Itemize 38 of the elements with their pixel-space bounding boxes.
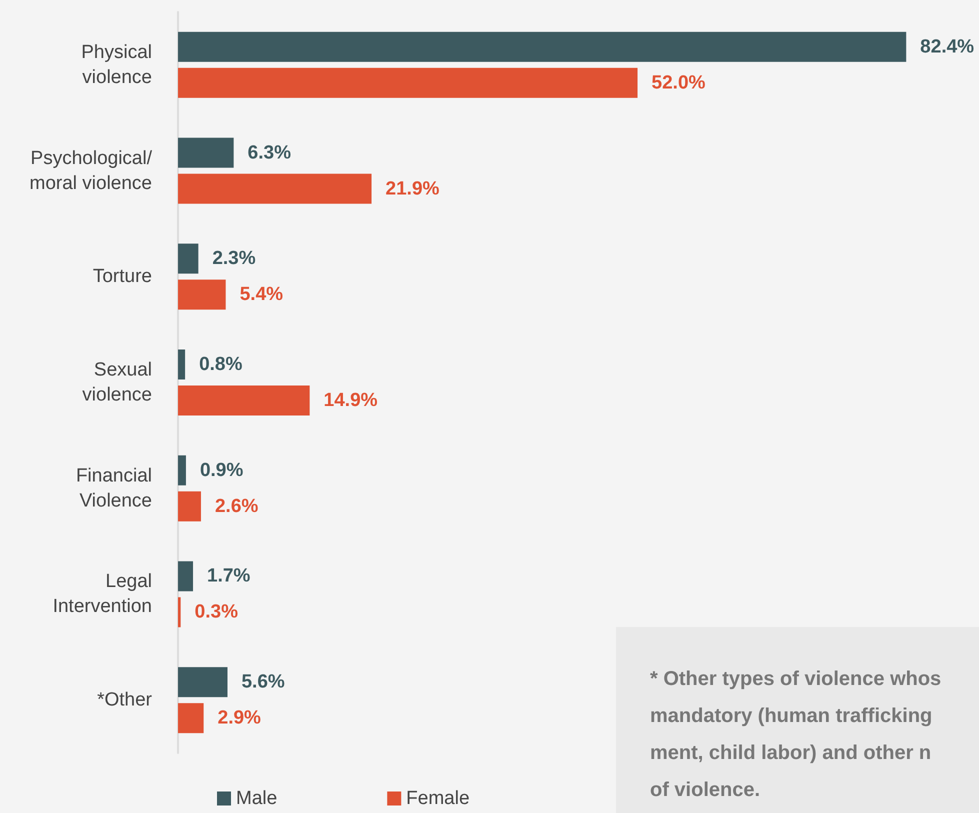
bar bbox=[178, 68, 638, 98]
data-label: 2.9% bbox=[218, 708, 262, 729]
data-label: 21.9% bbox=[386, 178, 440, 200]
data-label: 2.6% bbox=[214, 496, 258, 517]
bar bbox=[178, 491, 201, 522]
data-label: 82.4% bbox=[920, 36, 974, 58]
y-tick-label: Psychological/ moral violence bbox=[30, 148, 153, 194]
bar bbox=[178, 280, 226, 310]
bar bbox=[178, 174, 372, 204]
bar bbox=[178, 244, 198, 274]
note-panel: * Other types of violence whos mandatory (human trafficking ment, child labor) and other n of violence. bbox=[616, 627, 979, 813]
data-label: 52.0% bbox=[652, 72, 706, 94]
legend-label: Female bbox=[406, 788, 470, 809]
bar bbox=[178, 561, 194, 592]
data-label: 1.7% bbox=[207, 566, 250, 587]
bar bbox=[178, 138, 234, 168]
data-label: 0.3% bbox=[194, 602, 238, 623]
y-tick-label: Legal Intervention bbox=[52, 571, 152, 618]
bar bbox=[178, 703, 204, 734]
y-tick-label: Sexual violence bbox=[82, 360, 152, 406]
data-label: 14.9% bbox=[324, 390, 378, 411]
data-label: 6.3% bbox=[248, 142, 292, 164]
y-tick-label: Physical violence bbox=[81, 42, 152, 88]
y-tick-label: Financial Violence bbox=[76, 465, 152, 512]
bar bbox=[178, 667, 228, 698]
y-tick-label: Torture bbox=[92, 266, 152, 288]
data-label: 2.3% bbox=[212, 248, 256, 270]
y-tick-label: *Other bbox=[97, 690, 153, 711]
bar bbox=[178, 32, 906, 62]
data-label: 5.6% bbox=[241, 672, 285, 693]
bar bbox=[178, 386, 310, 416]
data-label: 5.4% bbox=[240, 284, 284, 306]
bar bbox=[178, 455, 186, 486]
legend-label: Male bbox=[236, 788, 278, 809]
bar bbox=[178, 597, 181, 628]
bar bbox=[178, 350, 186, 380]
data-label: 0.8% bbox=[199, 354, 242, 375]
data-label: 0.9% bbox=[200, 460, 244, 481]
